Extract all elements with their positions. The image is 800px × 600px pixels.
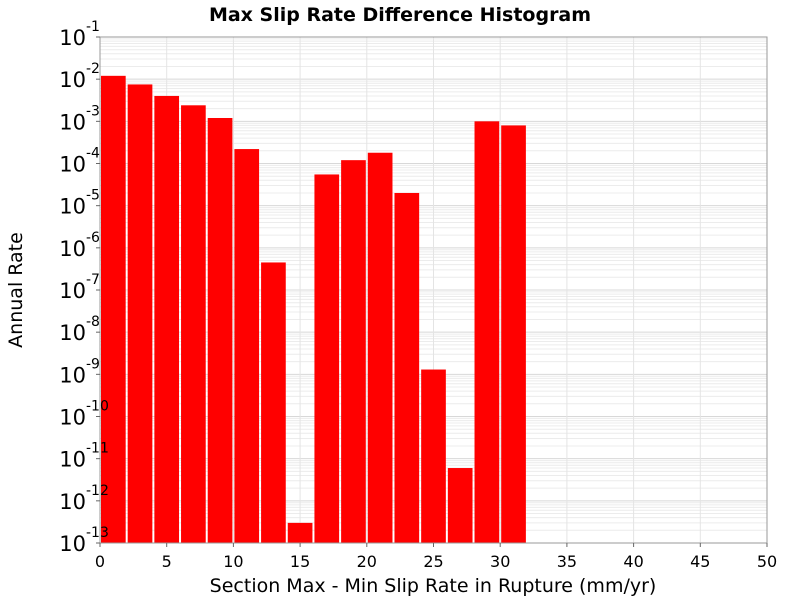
x-tick-label: 15: [290, 552, 310, 571]
x-tick-label: 5: [162, 552, 172, 571]
y-tick-base: 10: [59, 490, 86, 514]
y-tick-base: 10: [59, 363, 86, 387]
y-tick-base: 10: [59, 279, 86, 303]
y-tick-base: 10: [59, 68, 86, 92]
y-tick-exponent: -11: [86, 441, 109, 457]
y-tick-exponent: -8: [86, 314, 100, 330]
histogram-bar: [287, 522, 313, 543]
x-axis-ticks: 0 5 10 15 20 25 30 35 40 45 50: [95, 543, 777, 571]
y-tick-base: 10: [59, 321, 86, 345]
y-tick-exponent: -5: [86, 188, 100, 204]
histogram-bar: [394, 192, 420, 543]
y-tick-base: 10: [59, 26, 86, 50]
y-axis-label: Annual Rate: [5, 232, 27, 348]
x-axis-label: Section Max - Min Slip Rate in Rupture (…: [210, 575, 657, 597]
histogram-bar: [341, 160, 366, 543]
y-tick-base: 10: [59, 448, 86, 472]
y-tick-base: 10: [59, 153, 86, 177]
y-tick-exponent: -4: [86, 146, 100, 162]
histogram-bar: [367, 152, 393, 543]
y-tick-base: 10: [59, 406, 86, 430]
y-tick-base: 10: [59, 237, 86, 261]
histogram-bar: [154, 95, 180, 543]
x-tick-label: 30: [490, 552, 510, 571]
histogram-bar: [447, 468, 473, 543]
y-tick-exponent: -6: [86, 230, 100, 246]
histogram-bar: [261, 262, 286, 543]
x-tick-label: 25: [423, 552, 443, 571]
x-tick-label: 40: [623, 552, 643, 571]
y-tick-exponent: -12: [86, 483, 109, 499]
histogram-bar: [474, 121, 500, 543]
histogram-bar: [421, 369, 446, 543]
y-tick-base: 10: [59, 195, 86, 219]
chart-title: Max Slip Rate Difference Histogram: [209, 4, 591, 26]
histogram-bar: [101, 75, 126, 544]
x-tick-label: 35: [557, 552, 577, 571]
y-tick-exponent: -10: [86, 399, 109, 415]
y-tick-base: 10: [59, 110, 86, 134]
x-tick-label: 50: [757, 552, 777, 571]
y-axis-ticks: 10 -110 -210 -310 -410 -510 -610 -710 -810 -910 -1…: [59, 19, 109, 556]
y-tick-exponent: -2: [86, 61, 100, 77]
y-tick-exponent: -13: [86, 525, 109, 541]
x-tick-label: 20: [357, 552, 377, 571]
histogram-bar: [127, 84, 153, 544]
histogram-bar: [501, 125, 526, 543]
y-tick-base: 10: [59, 532, 86, 556]
histogram-bar: [314, 174, 340, 543]
y-tick-exponent: -9: [86, 356, 100, 372]
y-tick-exponent: -1: [86, 19, 100, 35]
histogram-bar: [234, 149, 260, 544]
bars: [101, 75, 526, 544]
y-tick-exponent: -3: [86, 103, 100, 119]
x-tick-label: 0: [95, 552, 105, 571]
x-tick-label: 45: [690, 552, 710, 571]
histogram-bar: [207, 117, 233, 544]
y-tick-exponent: -7: [86, 272, 100, 288]
x-tick-label: 10: [223, 552, 243, 571]
histogram-bar: [181, 105, 206, 544]
